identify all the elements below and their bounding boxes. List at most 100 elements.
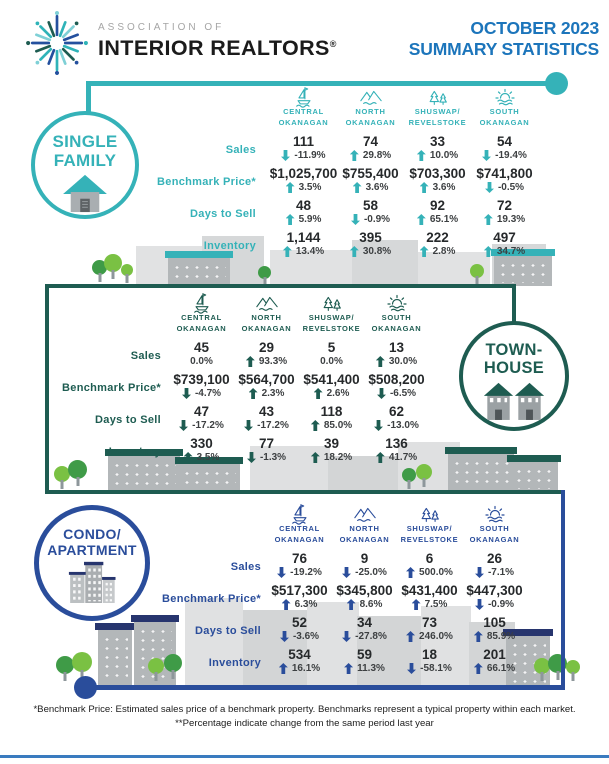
stat-cell: 26 -7.1% bbox=[462, 551, 527, 583]
up-arrow-icon bbox=[406, 631, 416, 642]
down-arrow-icon bbox=[475, 599, 484, 610]
region-header: SOUTH OKANAGAN bbox=[471, 86, 538, 134]
stat-value: 77 bbox=[258, 436, 275, 451]
stat-cell: $1,025,700 3.5% bbox=[270, 166, 337, 198]
condo-line-dot bbox=[74, 676, 97, 699]
up-arrow-icon bbox=[344, 663, 354, 674]
up-arrow-icon bbox=[313, 388, 323, 399]
change-percent: 34.7% bbox=[496, 246, 526, 257]
up-arrow-icon bbox=[183, 452, 193, 463]
stat-cell: $739,100 -4.7% bbox=[169, 372, 234, 404]
house-icon bbox=[62, 173, 108, 218]
region-name-line: REVELSTOKE bbox=[408, 117, 467, 127]
stat-cell: 18 -58.1% bbox=[397, 647, 462, 679]
condo-box-right-line bbox=[561, 490, 565, 689]
stat-change: -13.0% bbox=[374, 420, 419, 431]
stat-value: 111 bbox=[292, 134, 315, 149]
row-label: Days to Sell bbox=[95, 414, 161, 426]
change-percent: 5.9% bbox=[298, 214, 322, 225]
single-family-top-line bbox=[86, 81, 557, 86]
townhouse-badge: TOWN- HOUSE bbox=[459, 321, 569, 431]
region-name-line: OKANAGAN bbox=[274, 534, 325, 544]
stat-change: 19.3% bbox=[483, 214, 525, 225]
footnote-percentage: **Percentage indicate change from the sa… bbox=[175, 718, 434, 729]
stat-cell: 52 -3.6% bbox=[267, 615, 332, 647]
change-percent: 7.5% bbox=[424, 599, 448, 610]
stat-change: 29.8% bbox=[349, 150, 391, 161]
stat-change: 85.0% bbox=[310, 420, 352, 431]
stat-change: 30.0% bbox=[375, 356, 418, 367]
stat-value: 52 bbox=[291, 615, 308, 630]
change-percent: -6.5% bbox=[389, 388, 417, 399]
title-subtitle: SUMMARY STATISTICS bbox=[408, 39, 599, 59]
stat-cell: 111 -11.9% bbox=[270, 134, 337, 166]
change-percent: 3.6% bbox=[365, 182, 389, 193]
down-arrow-icon bbox=[247, 452, 256, 463]
stat-value: 76 bbox=[291, 551, 308, 566]
city-skyline-illustration bbox=[50, 436, 561, 492]
change-percent: -4.7% bbox=[194, 388, 222, 399]
stat-cell: 76 -19.2% bbox=[267, 551, 332, 583]
change-percent: 3.6% bbox=[432, 182, 456, 193]
change-percent: -0.5% bbox=[497, 182, 525, 193]
tree-icon bbox=[416, 464, 432, 480]
up-arrow-icon bbox=[349, 246, 359, 257]
up-arrow-icon bbox=[346, 599, 356, 610]
stat-change: 3.5% bbox=[183, 452, 219, 463]
stat-change: 16.1% bbox=[278, 663, 321, 674]
stat-cell: 77 -1.3% bbox=[234, 436, 299, 468]
region-name-line: OKANAGAN bbox=[469, 534, 520, 544]
row-label: Inventory bbox=[108, 446, 161, 458]
stat-cell: $541,400 2.6% bbox=[299, 372, 364, 404]
up-arrow-icon bbox=[281, 599, 291, 610]
row-label: Inventory bbox=[208, 657, 261, 669]
stat-change: -17.2% bbox=[179, 420, 224, 431]
stat-value: 18 bbox=[421, 647, 438, 662]
stat-value: 43 bbox=[258, 404, 275, 419]
building-silhouette bbox=[357, 616, 423, 686]
stat-cell: 72 19.3% bbox=[471, 198, 538, 230]
sailboat-icon bbox=[289, 503, 311, 525]
sun-waves-icon bbox=[493, 86, 517, 107]
building-silhouette bbox=[243, 610, 307, 686]
region-name-line: OKANAGAN bbox=[176, 323, 227, 333]
up-arrow-icon bbox=[245, 356, 255, 367]
sailboat-icon bbox=[191, 292, 213, 314]
change-percent: 16.1% bbox=[291, 663, 321, 674]
stat-value: $517,300 bbox=[271, 583, 328, 598]
up-arrow-icon bbox=[285, 214, 295, 225]
change-percent: 30.8% bbox=[362, 246, 392, 257]
up-arrow-icon bbox=[310, 420, 320, 431]
stat-cell: 73 246.0% bbox=[397, 615, 462, 647]
region-name-line: OKANAGAN bbox=[339, 534, 390, 544]
stat-change: -0.9% bbox=[351, 214, 390, 225]
down-arrow-icon bbox=[342, 567, 351, 578]
stat-cell: 62 -13.0% bbox=[364, 404, 429, 436]
down-arrow-icon bbox=[182, 388, 191, 399]
stat-change: 11.3% bbox=[344, 663, 385, 674]
stat-cell: 47 -17.2% bbox=[169, 404, 234, 436]
stat-change: 0.0% bbox=[190, 356, 213, 367]
sailboat-icon bbox=[293, 86, 315, 108]
region-header: NORTH OKANAGAN bbox=[234, 292, 299, 340]
table-corner-spacer bbox=[55, 292, 169, 340]
stat-change: 18.2% bbox=[310, 452, 352, 463]
stat-value: 26 bbox=[486, 551, 503, 566]
accent-roof-building bbox=[105, 449, 183, 492]
building-silhouette bbox=[421, 606, 471, 686]
stat-value: $755,400 bbox=[342, 166, 399, 181]
up-arrow-icon bbox=[416, 150, 426, 161]
stat-value: 9 bbox=[360, 551, 369, 566]
stat-cell: 43 -17.2% bbox=[234, 404, 299, 436]
down-arrow-icon bbox=[277, 567, 286, 578]
section-title-condo-apartment: CONDO/ APARTMENT bbox=[47, 526, 137, 558]
up-arrow-icon bbox=[473, 663, 483, 674]
stat-change: -19.2% bbox=[277, 567, 322, 578]
change-percent: 30.0% bbox=[388, 356, 418, 367]
up-arrow-icon bbox=[349, 150, 359, 161]
up-arrow-icon bbox=[248, 388, 258, 399]
row-label: Sales bbox=[130, 350, 161, 362]
stat-value: 39 bbox=[323, 436, 340, 451]
stat-value: $741,800 bbox=[476, 166, 533, 181]
down-arrow-icon bbox=[244, 420, 253, 431]
